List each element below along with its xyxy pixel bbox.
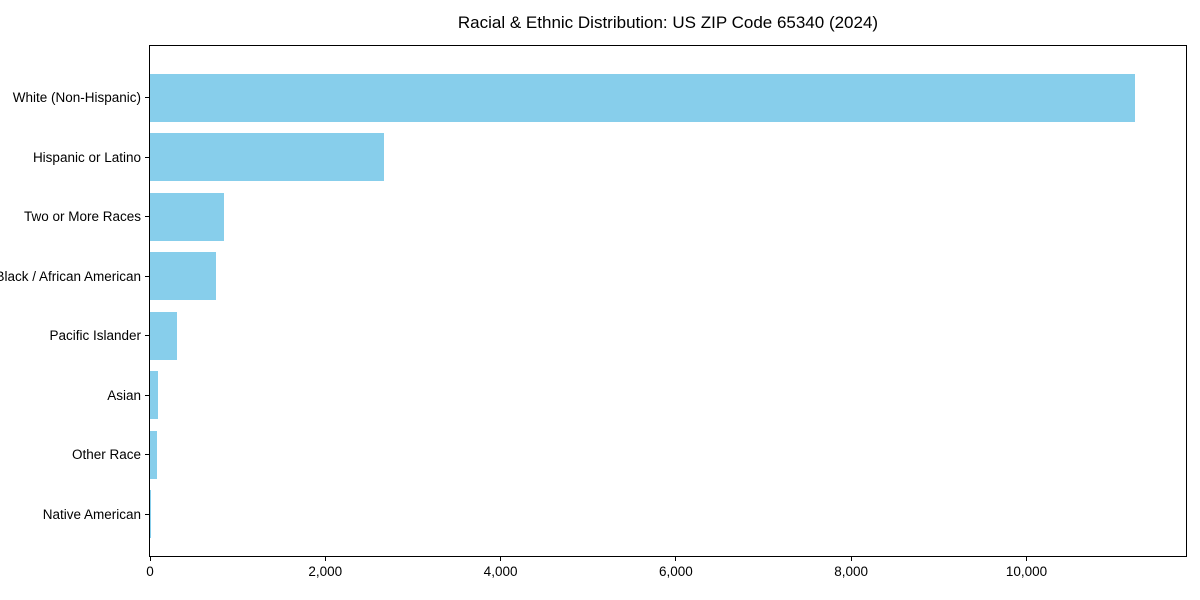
bar-row	[150, 68, 1186, 128]
y-tick-label: Two or More Races	[23, 209, 141, 225]
bar	[150, 133, 385, 182]
x-tick-label: 6,000	[658, 564, 693, 579]
y-tick-label: Asian	[107, 387, 141, 403]
bar	[150, 311, 178, 360]
x-tick-mark	[850, 557, 852, 561]
x-axis: 0 2,000 4,000 6,000 8,000 10,000	[146, 557, 1186, 587]
y-tick-label: Pacific Islander	[49, 328, 141, 344]
y-label-row: Asian	[0, 366, 149, 426]
bar	[150, 371, 158, 420]
y-label-row: Hispanic or Latino	[0, 128, 149, 188]
bar-row	[150, 187, 1186, 247]
y-label-row: Pacific Islander	[0, 306, 149, 366]
y-tick-mark	[145, 335, 149, 337]
y-label-row: Two or More Races	[0, 187, 149, 247]
x-tick-mark	[324, 557, 326, 561]
y-label-row: Black / African American	[0, 247, 149, 307]
bar-row	[150, 425, 1186, 485]
y-tick-mark	[145, 275, 149, 277]
bar-row	[150, 485, 1186, 545]
x-tick-mark	[500, 557, 502, 561]
y-tick-mark	[145, 97, 149, 99]
bar-row	[150, 128, 1186, 188]
bar	[150, 192, 225, 241]
y-tick-mark	[145, 394, 149, 396]
y-tick-label: Hispanic or Latino	[32, 149, 141, 165]
plot-area	[149, 45, 1187, 557]
bar-row	[150, 366, 1186, 426]
x-tick-label: 0	[146, 564, 154, 579]
y-tick-label: Other Race	[71, 447, 141, 463]
x-tick-label: 4,000	[483, 564, 518, 579]
x-tick-label: 2,000	[308, 564, 343, 579]
x-tick-mark	[675, 557, 677, 561]
bar	[150, 490, 151, 539]
chart-title: Racial & Ethnic Distribution: US ZIP Cod…	[457, 13, 879, 32]
y-tick-mark	[145, 513, 149, 515]
y-tick-label: Black / African American	[0, 268, 141, 284]
x-tick-label: 10,000	[1005, 564, 1048, 579]
x-tick-mark	[1025, 557, 1027, 561]
x-tick-mark	[149, 557, 151, 561]
y-label-row: Other Race	[0, 425, 149, 485]
bar	[150, 430, 157, 479]
y-tick-label: Native American	[42, 506, 141, 522]
bar	[150, 252, 216, 301]
bars-container	[150, 46, 1186, 556]
y-tick-mark	[145, 156, 149, 158]
bar-row	[150, 247, 1186, 307]
y-label-row: Native American	[0, 485, 149, 545]
bar-row	[150, 306, 1186, 366]
y-axis-labels: White (Non-Hispanic) Hispanic or Latino Tw…	[0, 46, 149, 556]
bar	[150, 73, 1136, 122]
x-tick-label: 8,000	[834, 564, 869, 579]
y-label-row: White (Non-Hispanic)	[0, 68, 149, 128]
y-tick-mark	[145, 216, 149, 218]
y-tick-mark	[145, 454, 149, 456]
y-tick-label: White (Non-Hispanic)	[12, 90, 141, 106]
